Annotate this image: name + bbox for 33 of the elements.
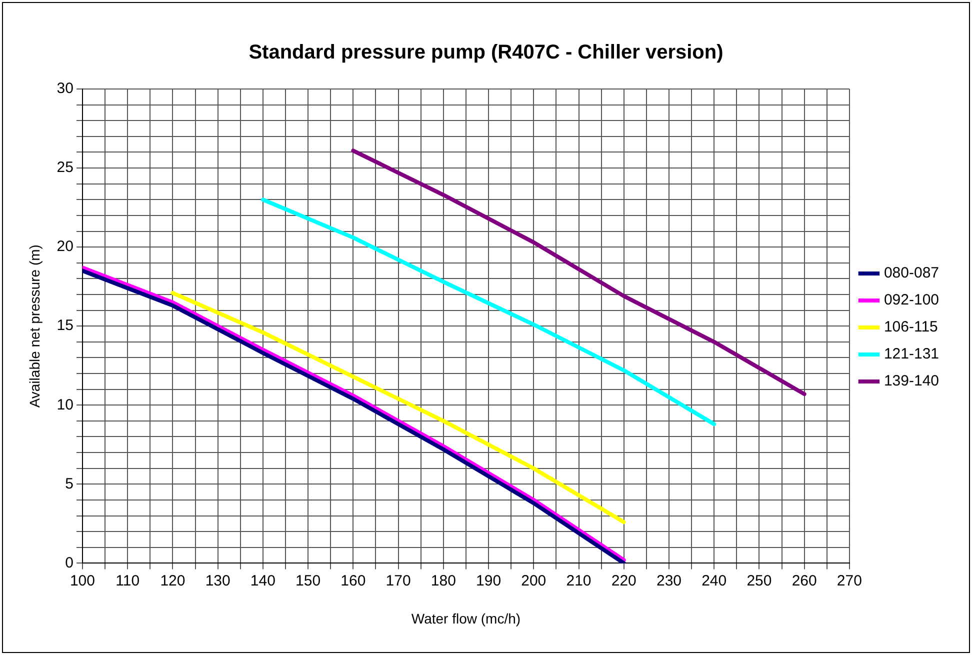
x-tick-label: 210 [566,572,592,590]
y-tick-label: 30 [56,80,74,98]
x-tick-label: 190 [476,572,502,590]
x-tick-label: 160 [340,572,366,590]
x-tick-label: 230 [656,572,682,590]
x-axis-title: Water flow (mc/h) [411,610,521,626]
y-tick-label: 20 [56,238,74,256]
legend-label: 080-087 [884,264,940,282]
legend-label: 106-115 [884,318,938,336]
legend-label: 121-131 [884,346,940,363]
legend-label: 092-100 [884,292,940,309]
legend-label: 139-140 [884,372,940,390]
x-tick-label: 180 [430,572,456,590]
x-tick-label: 100 [70,572,95,590]
x-tick-label: 220 [611,572,636,590]
x-tick-label: 120 [160,572,186,590]
x-tick-label: 110 [116,572,140,590]
x-tick-label: 150 [296,572,321,590]
y-axis-title: Available net pressure (m) [26,244,42,408]
y-tick-label: 25 [56,159,74,176]
x-tick-label: 200 [521,572,546,590]
x-tick-label: 240 [702,572,727,590]
y-tick-label: 15 [56,317,74,334]
y-tick-label: 5 [65,475,74,492]
x-tick-label: 250 [746,572,772,590]
x-tick-label: 260 [792,572,817,590]
x-tick-label: 140 [250,572,276,590]
chart-title: Standard pressure pump (R407C - Chiller version) [248,42,724,64]
y-tick-label: 10 [56,396,74,414]
y-tick-label: 0 [65,554,74,572]
x-tick-label: 170 [386,572,411,590]
x-tick-label: 130 [205,572,230,590]
x-tick-label: 270 [836,572,862,590]
